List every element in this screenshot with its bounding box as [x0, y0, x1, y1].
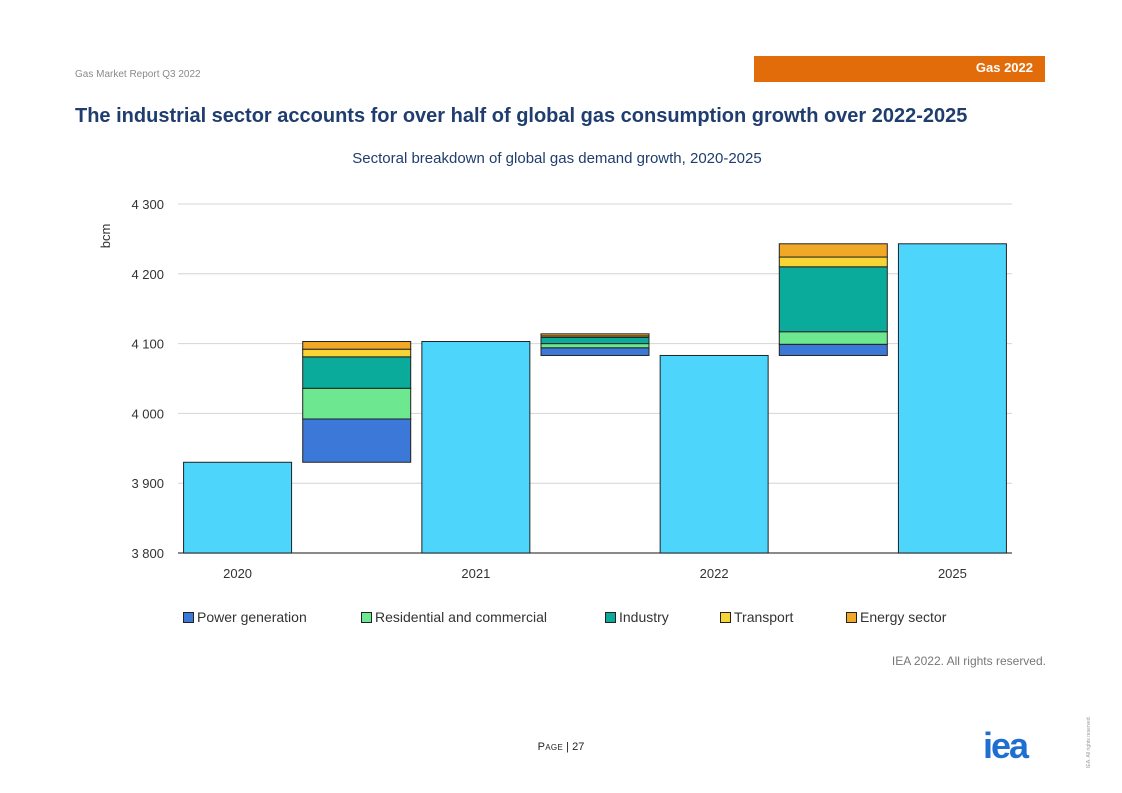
iea-logo: iea — [983, 730, 1032, 762]
legend-label-power: Power generation — [197, 609, 307, 625]
y-axis-label: bcm — [98, 224, 113, 249]
bar-segment-residential — [540, 343, 650, 349]
chart-title: Sectoral breakdown of global gas demand … — [352, 150, 762, 167]
bar-segment-power — [302, 418, 412, 463]
page-separator: | — [566, 741, 570, 753]
page-number: Page | 27 — [0, 741, 1122, 753]
page-label: Page — [537, 741, 564, 753]
legend-item-energy: Energy sector — [846, 609, 946, 625]
y-tick-label: 4 300 — [131, 197, 164, 212]
bar-total — [421, 341, 531, 554]
report-name: Gas Market Report Q3 2022 — [75, 69, 201, 80]
bar-segment-power — [540, 347, 650, 356]
logo-text: iea — [983, 730, 1030, 762]
legend-swatch-residential — [361, 611, 372, 623]
page-number-value: 27 — [572, 741, 585, 753]
bar-segment-industry — [302, 356, 412, 389]
bar-segment-transport — [302, 348, 412, 358]
legend-label-energy: Energy sector — [860, 609, 947, 625]
legend-swatch-industry — [605, 611, 616, 623]
y-tick-label: 4 000 — [131, 406, 164, 421]
legend-item-residential: Residential and commercial — [361, 609, 547, 625]
legend-swatch-power — [183, 611, 194, 623]
y-tick-label: 3 800 — [131, 546, 164, 561]
bar-segment-industry — [778, 266, 888, 333]
y-tick-label: 4 100 — [131, 337, 164, 352]
bar-total — [659, 354, 769, 554]
bar-segment-residential — [778, 331, 888, 345]
bar-segment-industry — [540, 336, 650, 345]
page-title: The industrial sector accounts for over … — [75, 105, 968, 127]
bar-segment-energy — [302, 341, 412, 350]
bar-segment-energy — [540, 333, 650, 337]
legend-label-industry: Industry — [619, 609, 669, 625]
y-tick-label: 3 900 — [131, 476, 164, 491]
legend-swatch-energy — [846, 611, 857, 623]
legend-label-residential: Residential and commercial — [375, 609, 547, 625]
bar-segment-power — [778, 343, 888, 356]
legend-swatch-transport — [720, 611, 731, 623]
x-tick-label: 2020 — [223, 566, 252, 581]
legend-item-industry: Industry — [605, 609, 669, 625]
chart-legend: Power generation Residential and commerc… — [183, 609, 983, 629]
bar-segment-energy — [778, 243, 888, 258]
bar-segment-residential — [302, 387, 412, 420]
report-banner: Gas 2022 — [754, 56, 1045, 82]
vertical-rights: IEA. All rights reserved. — [1086, 716, 1092, 768]
legend-item-transport: Transport — [720, 609, 793, 625]
legend-label-transport: Transport — [734, 609, 794, 625]
x-tick-label: 2021 — [461, 566, 490, 581]
x-tick-label: 2025 — [938, 566, 967, 581]
legend-item-power: Power generation — [183, 609, 307, 625]
bar-total — [897, 243, 1007, 554]
x-tick-label: 2022 — [700, 566, 729, 581]
bar-segment-transport — [778, 256, 888, 268]
bar-total — [183, 461, 293, 554]
rights-notice: IEA 2022. All rights reserved. — [891, 654, 1046, 668]
y-tick-label: 4 200 — [131, 267, 164, 282]
